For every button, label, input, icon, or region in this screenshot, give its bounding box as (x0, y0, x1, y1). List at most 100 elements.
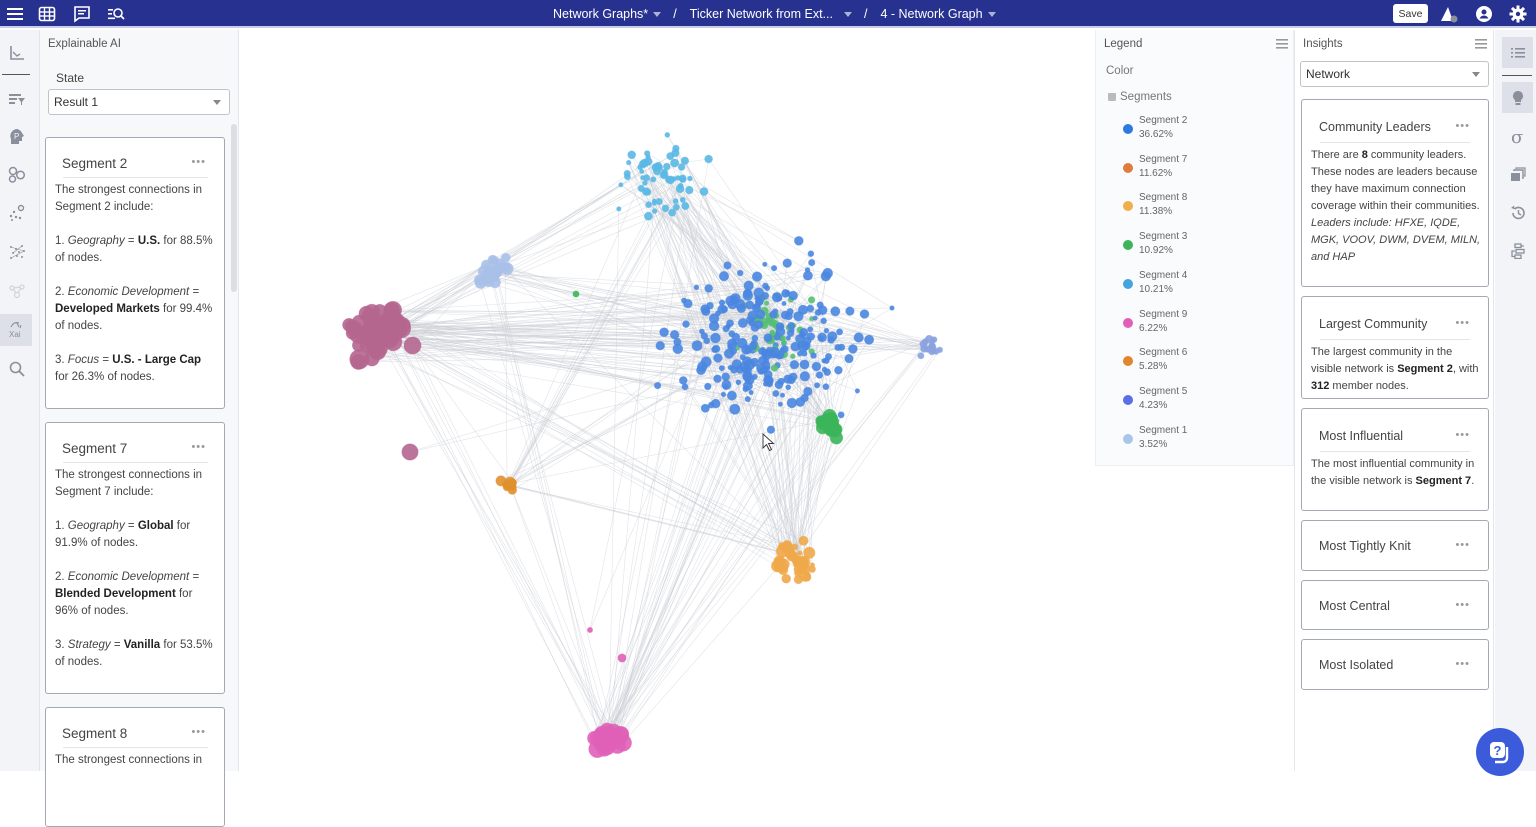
graph-node[interactable] (673, 204, 679, 210)
graph-node[interactable] (722, 373, 730, 381)
graph-node[interactable] (787, 330, 794, 337)
graph-node[interactable] (743, 291, 753, 301)
graph-node[interactable] (688, 176, 693, 181)
graph-node[interactable] (719, 366, 724, 371)
graph-node[interactable] (781, 346, 788, 353)
graph-node[interactable] (730, 404, 740, 414)
graph-node[interactable] (787, 398, 796, 407)
legend-item[interactable]: Segment 5 4.23% (1123, 386, 1283, 418)
graph-node[interactable] (791, 354, 796, 359)
more-options-icon[interactable]: ••• (1455, 120, 1470, 132)
insight-card-largest-community[interactable]: Largest Community •••The largest communi… (1301, 296, 1489, 399)
table-icon[interactable] (38, 5, 56, 23)
graph-node[interactable] (764, 334, 772, 342)
menu-icon[interactable] (6, 5, 24, 23)
graph-node[interactable] (505, 477, 515, 487)
graph-node[interactable] (845, 355, 853, 363)
state-dropdown[interactable]: Result 1 (48, 89, 230, 115)
insights-dropdown[interactable]: Network (1300, 61, 1489, 87)
search-list-icon[interactable] (107, 5, 125, 23)
graph-node[interactable] (809, 260, 815, 266)
graph-node[interactable] (496, 476, 506, 486)
graph-node[interactable] (711, 399, 720, 408)
insight-card-community-leaders[interactable]: Community Leaders •••There are 8 communi… (1301, 99, 1489, 287)
graph-node[interactable] (783, 259, 791, 267)
graph-node[interactable] (752, 272, 761, 281)
legend-item[interactable]: Segment 2 36.62% (1123, 115, 1283, 147)
more-options-icon[interactable]: ••• (191, 156, 206, 168)
graph-node[interactable] (838, 344, 844, 350)
graph-node[interactable] (736, 380, 741, 385)
more-options-icon[interactable]: ••• (1455, 658, 1470, 670)
graph-node[interactable] (780, 336, 785, 341)
graph-node[interactable] (781, 311, 789, 319)
graph-node[interactable] (573, 291, 579, 297)
graph-node[interactable] (800, 372, 809, 381)
more-options-icon[interactable]: ••• (1455, 539, 1470, 551)
graph-node[interactable] (771, 365, 777, 371)
graph-node[interactable] (673, 199, 678, 204)
graph-node[interactable] (680, 377, 688, 385)
graph-node[interactable] (588, 628, 593, 633)
graph-node[interactable] (929, 345, 937, 353)
graph-node[interactable] (823, 268, 833, 278)
graph-node[interactable] (718, 305, 726, 313)
graph-node[interactable] (808, 297, 814, 303)
graph-node[interactable] (723, 326, 729, 332)
graph-node[interactable] (682, 202, 689, 209)
legend-item[interactable]: Segment 3 10.92% (1123, 231, 1283, 263)
graph-node[interactable] (402, 444, 418, 460)
graph-node[interactable] (673, 344, 683, 354)
graph-node[interactable] (778, 402, 782, 406)
list-icon[interactable] (1510, 45, 1526, 61)
graph-node[interactable] (745, 397, 750, 402)
graph-node[interactable] (835, 366, 843, 374)
graph-node[interactable] (775, 381, 783, 389)
graph-node[interactable] (788, 322, 795, 329)
sigma-icon[interactable]: σ (1510, 128, 1526, 144)
help-chat-button[interactable]: ? (1476, 728, 1524, 776)
graph-node[interactable] (730, 294, 740, 304)
graph-node[interactable] (821, 318, 827, 324)
graph-node[interactable] (772, 560, 784, 572)
graph-node[interactable] (770, 311, 777, 318)
graph-node[interactable] (737, 338, 747, 348)
graph-node[interactable] (782, 302, 786, 306)
graph-node[interactable] (825, 354, 831, 360)
insight-card-most-influential[interactable]: Most Influential •••The most influential… (1301, 408, 1489, 511)
graph-node[interactable] (660, 328, 669, 337)
graph-node[interactable] (772, 266, 777, 271)
graph-node[interactable] (644, 175, 650, 181)
more-options-icon[interactable]: ••• (1455, 429, 1470, 441)
graph-node[interactable] (713, 345, 720, 352)
save-button[interactable]: Save (1393, 4, 1428, 23)
scatter-icon[interactable] (8, 204, 26, 222)
graph-node[interactable] (782, 574, 791, 583)
more-options-icon[interactable]: ••• (191, 441, 206, 453)
graph-node[interactable] (756, 310, 765, 319)
graph-node[interactable] (624, 170, 630, 176)
graph-node[interactable] (350, 350, 369, 369)
graph-node[interactable] (692, 341, 702, 351)
graph-node[interactable] (738, 319, 747, 328)
graph-node[interactable] (701, 404, 709, 412)
graph-node[interactable] (752, 335, 758, 341)
legend-item[interactable]: Segment 4 10.21% (1123, 270, 1283, 302)
graph-node[interactable] (824, 369, 831, 376)
graph-node[interactable] (854, 333, 863, 342)
graph-node[interactable] (728, 339, 737, 348)
graph-node[interactable] (860, 310, 869, 319)
graph-node[interactable] (799, 536, 808, 545)
graph-node[interactable] (617, 207, 621, 211)
graph-node[interactable] (737, 270, 743, 276)
graph-node[interactable] (705, 285, 713, 293)
graph-node[interactable] (714, 375, 721, 382)
graph-node[interactable] (780, 393, 784, 397)
graph-node[interactable] (828, 332, 837, 341)
graph-node[interactable] (812, 362, 821, 371)
graph-node[interactable] (763, 262, 767, 266)
graph-node[interactable] (683, 321, 690, 328)
graph-node[interactable] (684, 299, 692, 307)
graph-node[interactable] (818, 333, 827, 342)
graph-node[interactable] (798, 556, 810, 568)
